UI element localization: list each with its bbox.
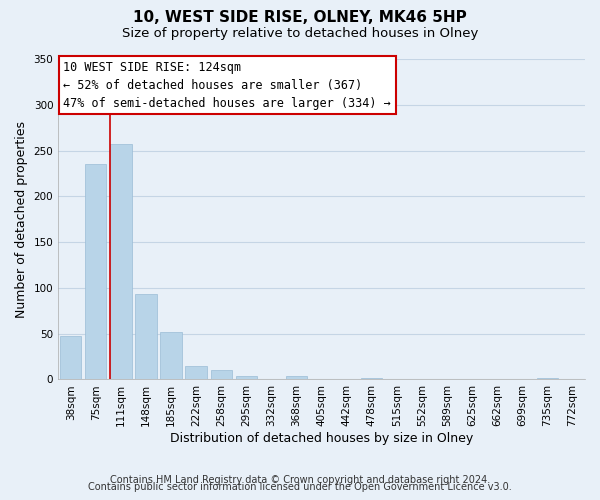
- Bar: [85, 164, 106, 380]
- Bar: [60, 336, 82, 380]
- Text: Contains HM Land Registry data © Crown copyright and database right 2024.: Contains HM Land Registry data © Crown c…: [110, 475, 490, 485]
- X-axis label: Distribution of detached houses by size in Olney: Distribution of detached houses by size …: [170, 432, 473, 445]
- Text: Contains public sector information licensed under the Open Government Licence v3: Contains public sector information licen…: [88, 482, 512, 492]
- Bar: [286, 376, 307, 380]
- Text: 10, WEST SIDE RISE, OLNEY, MK46 5HP: 10, WEST SIDE RISE, OLNEY, MK46 5HP: [133, 10, 467, 25]
- Bar: [537, 378, 558, 380]
- Text: 10 WEST SIDE RISE: 124sqm
← 52% of detached houses are smaller (367)
47% of semi: 10 WEST SIDE RISE: 124sqm ← 52% of detac…: [64, 60, 391, 110]
- Bar: [211, 370, 232, 380]
- Bar: [160, 332, 182, 380]
- Bar: [361, 378, 382, 380]
- Bar: [185, 366, 207, 380]
- Bar: [110, 144, 131, 380]
- Y-axis label: Number of detached properties: Number of detached properties: [15, 120, 28, 318]
- Bar: [136, 294, 157, 380]
- Bar: [236, 376, 257, 380]
- Text: Size of property relative to detached houses in Olney: Size of property relative to detached ho…: [122, 28, 478, 40]
